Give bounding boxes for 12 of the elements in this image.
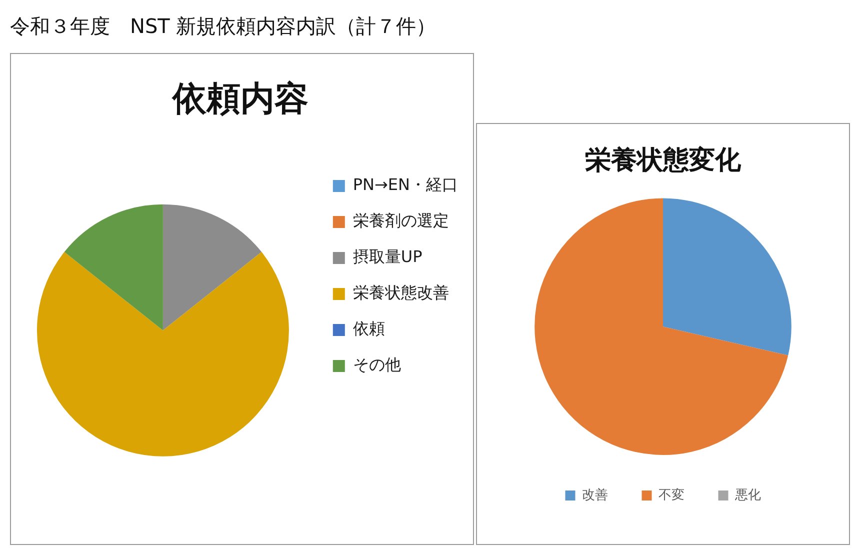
text: 令和３年度 NST 新規依頼内容内訳（計７件）: [10, 14, 436, 38]
chart-title: 栄養状態変化: [585, 145, 742, 176]
legend-label: 依頼: [352, 319, 385, 338]
legend-label: 悪化: [734, 488, 761, 503]
legend-label: 改善: [582, 486, 608, 503]
legend-label: その他: [352, 355, 401, 374]
legend-label: 不変: [658, 486, 684, 503]
legend-label: PN→EN・経口: [352, 175, 458, 194]
chart-title: 依頼内容: [172, 79, 308, 120]
legend-label: 摂取量UP: [352, 247, 423, 266]
legend-label: 栄養状態改善: [352, 283, 449, 302]
legend-label: 栄養剤の選定: [352, 211, 449, 230]
